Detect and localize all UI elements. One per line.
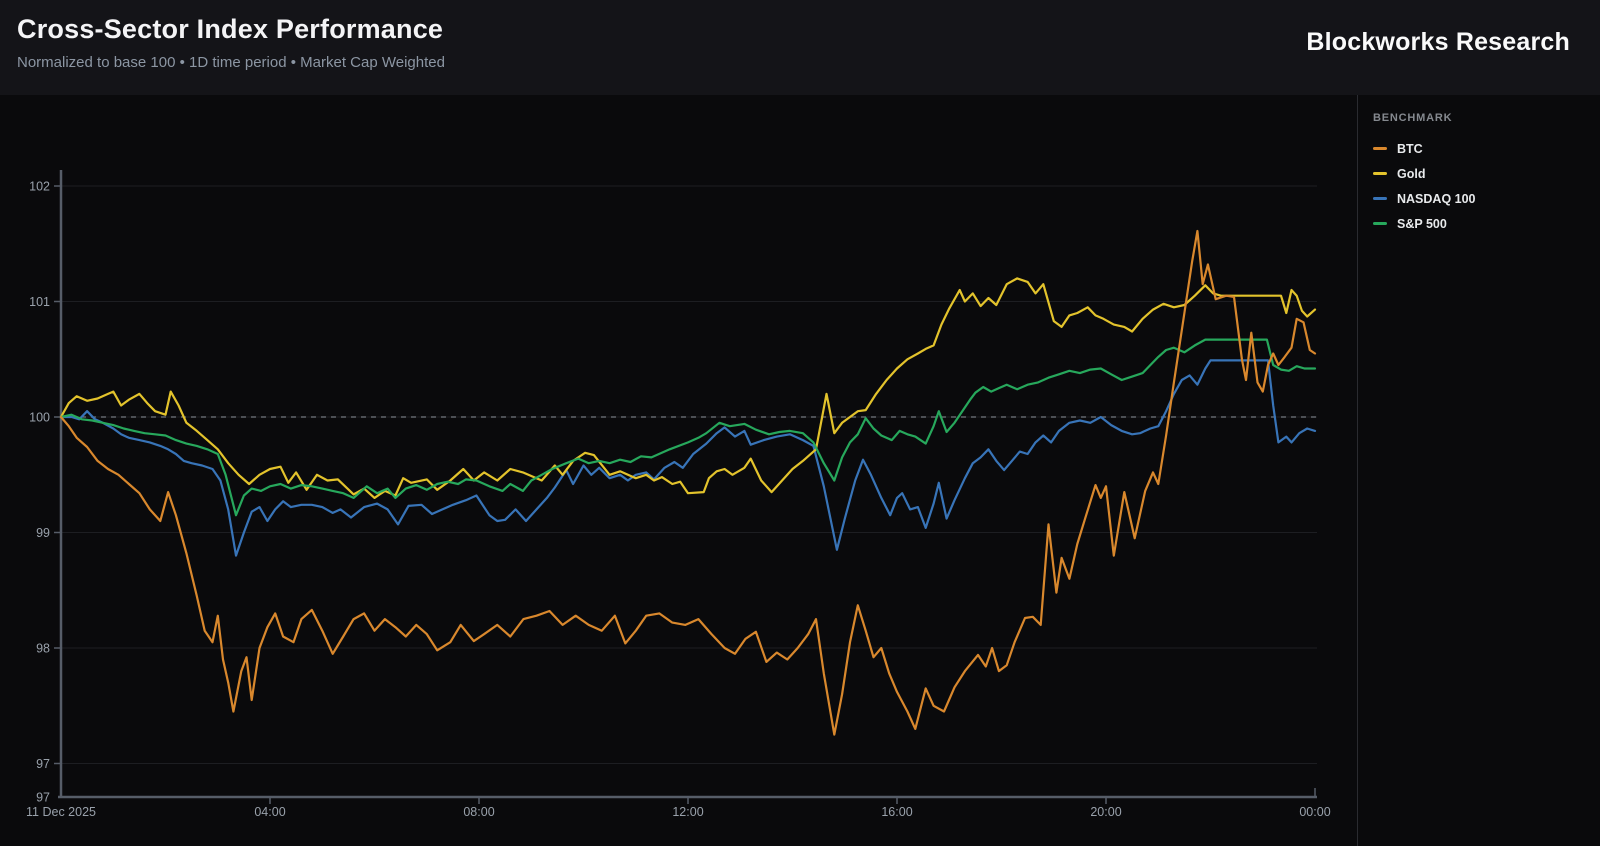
- page-subtitle: Normalized to base 100 • 1D time period …: [17, 54, 445, 71]
- btc-line-swatch-icon: [1373, 147, 1387, 150]
- nasdaq-line-swatch-icon: [1373, 197, 1387, 200]
- svg-text:20:00: 20:00: [1090, 805, 1121, 819]
- legend-item-gold[interactable]: Gold: [1373, 161, 1583, 186]
- svg-text:97: 97: [36, 757, 50, 771]
- svg-text:00:00: 00:00: [1299, 805, 1330, 819]
- gold-line-swatch-icon: [1373, 172, 1387, 175]
- legend-divider: [1357, 95, 1358, 846]
- header: Cross-Sector Index Performance Normalize…: [0, 0, 1600, 95]
- legend-item-nasdaq-100[interactable]: NASDAQ 100: [1373, 186, 1583, 211]
- legend-item-btc[interactable]: BTC: [1373, 136, 1583, 161]
- svg-text:99: 99: [36, 526, 50, 540]
- svg-text:98: 98: [36, 642, 50, 656]
- legend-panel: BENCHMARK BTC Gold NASDAQ 100 S&P 500: [1373, 112, 1583, 236]
- legend-title: BENCHMARK: [1373, 112, 1453, 124]
- svg-text:102: 102: [29, 180, 50, 194]
- svg-text:97: 97: [36, 791, 50, 805]
- brand-logo: Blockworks Research: [1306, 28, 1570, 56]
- svg-text:12:00: 12:00: [672, 805, 703, 819]
- legend-item-label: S&P 500: [1397, 216, 1447, 231]
- legend-item-label: NASDAQ 100: [1397, 191, 1476, 206]
- page-title: Cross-Sector Index Performance: [17, 14, 444, 44]
- svg-text:04:00: 04:00: [254, 805, 285, 819]
- svg-text:100: 100: [29, 411, 50, 425]
- svg-text:101: 101: [29, 295, 50, 309]
- svg-text:08:00: 08:00: [463, 805, 494, 819]
- svg-text:16:00: 16:00: [881, 805, 912, 819]
- legend-item-label: Gold: [1397, 166, 1426, 181]
- svg-text:11 Dec 2025: 11 Dec 2025: [26, 805, 96, 819]
- sp500-line-swatch-icon: [1373, 222, 1387, 225]
- legend-item-label: BTC: [1397, 141, 1423, 156]
- legend-item-sp-500[interactable]: S&P 500: [1373, 211, 1583, 236]
